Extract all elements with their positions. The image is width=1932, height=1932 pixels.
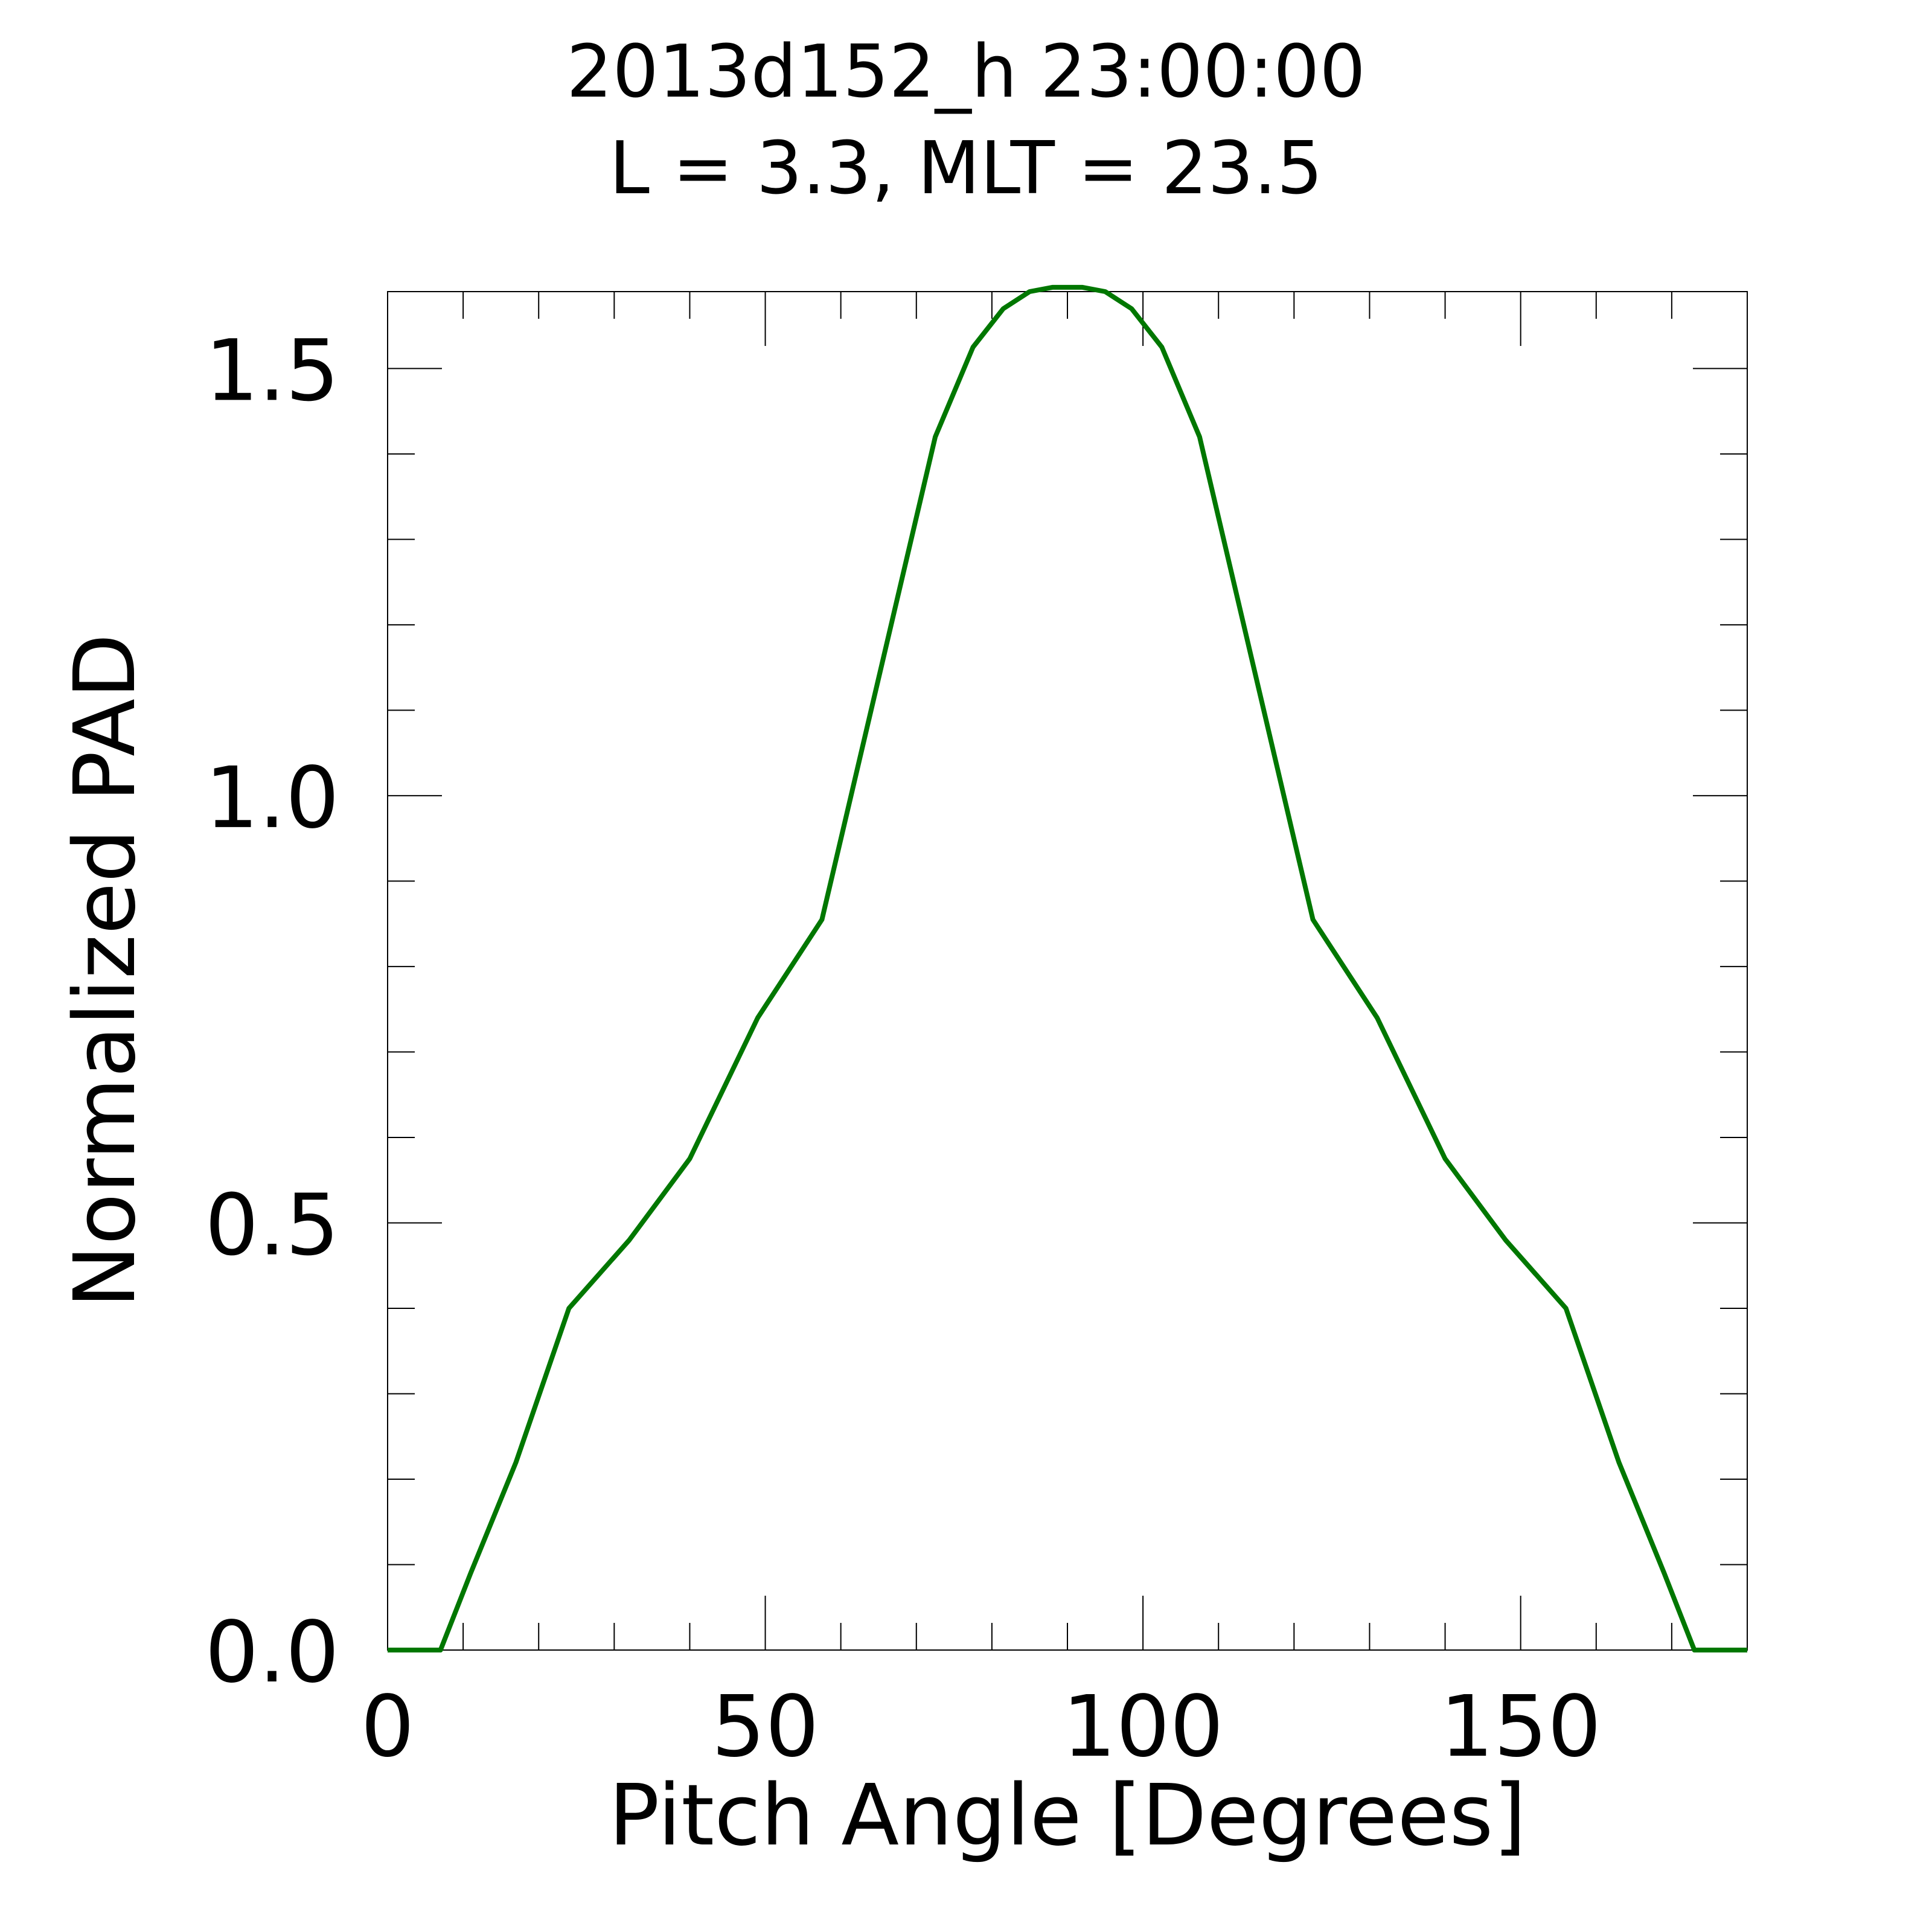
- plot-frame: [387, 291, 1748, 1651]
- tick-labels: 0 50 100 150 0.0 0.5 1.0 1.5: [205, 322, 1601, 1776]
- x-tick-label: 50: [711, 1678, 819, 1776]
- y-axis-label: Normalized PAD: [56, 633, 155, 1308]
- x-tick-label: 100: [1063, 1678, 1224, 1776]
- x-axis-label: Pitch Angle [Degrees]: [609, 1767, 1526, 1865]
- axis-ticks: [387, 292, 1748, 1651]
- chart-title: 2013d152_h 23:00:00: [566, 30, 1366, 114]
- y-tick-label: 1.0: [205, 749, 339, 848]
- x-tick-label: 150: [1440, 1678, 1601, 1776]
- series-layer: [388, 284, 1747, 1652]
- y-tick-label: 1.5: [205, 322, 339, 420]
- y-tick-label: 0.0: [205, 1604, 339, 1702]
- chart-subtitle: L = 3.3, MLT = 23.5: [609, 127, 1323, 211]
- x-tick-label: 0: [360, 1678, 414, 1776]
- series-line: [388, 284, 1747, 1652]
- y-tick-label: 0.5: [205, 1176, 339, 1275]
